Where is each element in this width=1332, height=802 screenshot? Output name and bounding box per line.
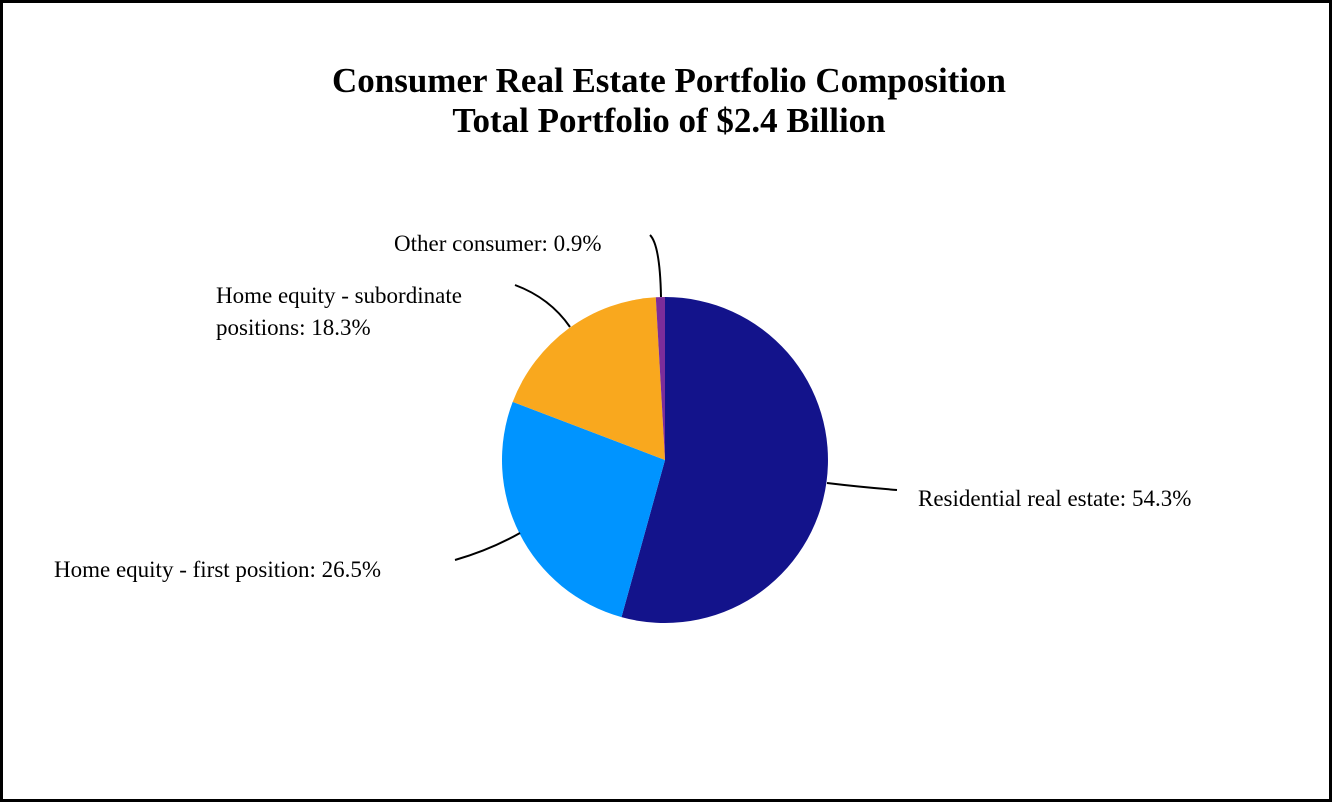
slice-label-subordinate-line-1: Home equity - subordinate [216, 283, 462, 308]
leader-line-residential [826, 482, 898, 491]
leader-line-subordinate [514, 284, 571, 328]
slice-label-other-consumer: Other consumer: 0.9% [394, 231, 602, 256]
slice-label-residential: Residential real estate: 54.3% [918, 486, 1191, 511]
pie-slices [501, 297, 828, 623]
pie-slice-other-consumer [655, 297, 665, 460]
leader-line-first-position [454, 532, 521, 561]
pie-slice-first-position [501, 401, 665, 618]
pie-slice-residential [621, 297, 828, 623]
chart-title: Consumer Real Estate Portfolio Compositi… [331, 61, 1007, 100]
pie-slice-subordinate [512, 297, 665, 460]
slice-label-first-position: Home equity - first position: 26.5% [54, 557, 381, 582]
slice-label-subordinate-line-2: positions: 18.3% [216, 315, 371, 340]
chart-subtitle: Total Portfolio of $2.4 Billion [452, 101, 886, 140]
leader-line-other-consumer [649, 234, 662, 298]
chart-title-block: Consumer Real Estate Portfolio Compositi… [3, 61, 1332, 141]
